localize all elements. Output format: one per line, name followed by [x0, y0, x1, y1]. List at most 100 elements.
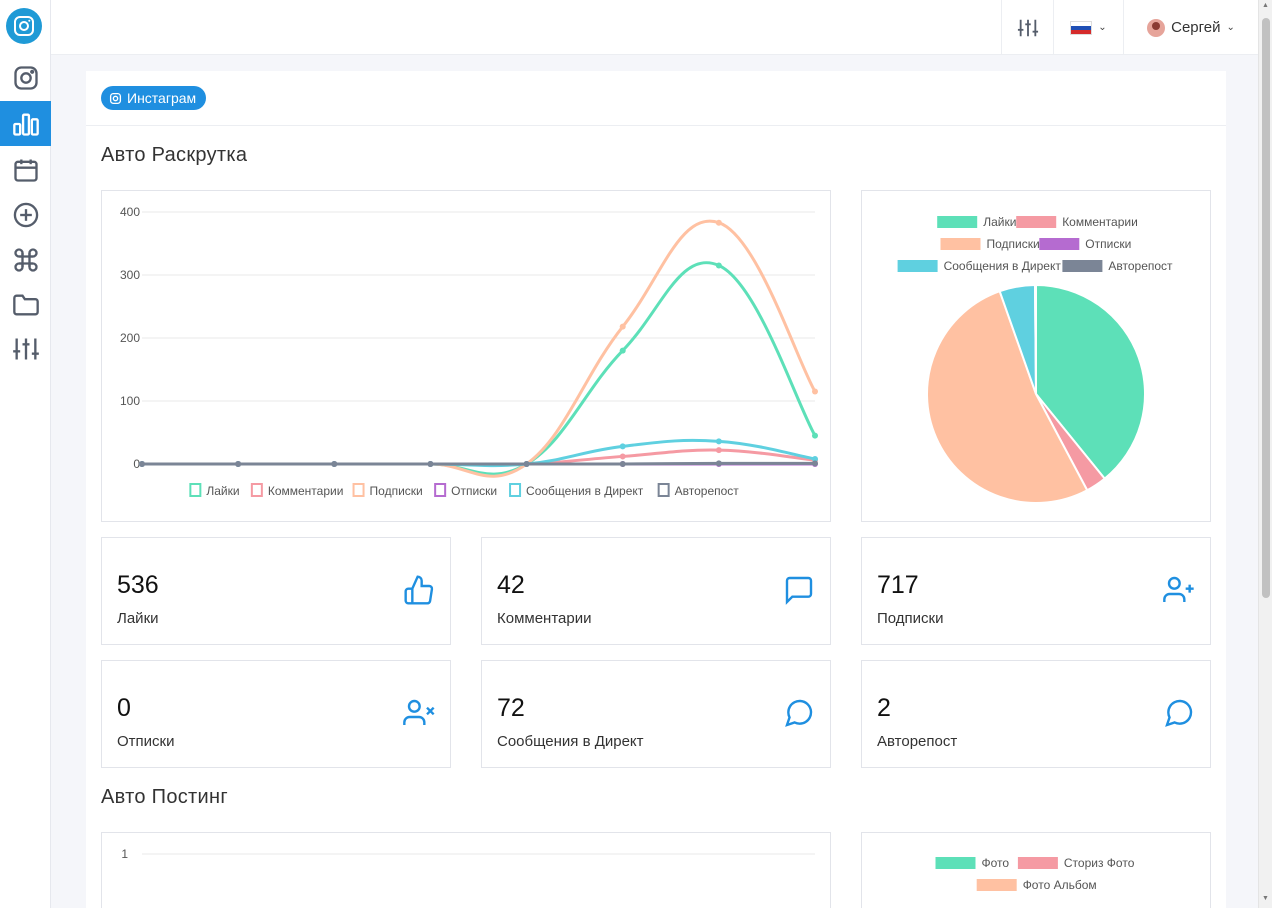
language-selector[interactable]: ⌄ [1054, 0, 1124, 55]
stat-value: 72 [497, 694, 525, 722]
stat-value: 536 [117, 571, 159, 599]
y-tick-label: 300 [120, 268, 140, 282]
stat-value: 42 [497, 571, 525, 599]
stat-card-direct-messages: 72 Сообщения в Директ [481, 660, 831, 768]
data-point [619, 461, 626, 467]
data-point [619, 347, 626, 354]
legend-label: Комментарии [1062, 215, 1138, 229]
line-chart: 0 100 200 300 400 Лайки Комментарии Подписки Отп… [120, 205, 818, 498]
legend-item: Авторепост [1062, 259, 1173, 273]
bar-chart-icon [12, 113, 39, 136]
avatar [1147, 18, 1166, 37]
sliders-icon [1017, 19, 1038, 36]
chevron-down-icon: ⌄ [1098, 22, 1107, 33]
plus-circle-icon [13, 202, 38, 227]
legend-label: Авторепост [675, 484, 740, 498]
legend-swatch [434, 483, 447, 497]
line-chart-card: 0 100 200 300 400 Лайки Комментарии Подписки Отп… [101, 190, 831, 522]
sidebar-item-files[interactable] [0, 282, 51, 327]
sidebar-item-calendar[interactable] [0, 147, 51, 192]
user-x-icon [403, 699, 435, 725]
stat-label: Подписки [877, 610, 944, 627]
legend-item: Фото Альбом [976, 878, 1097, 892]
sidebar-item-statistics[interactable] [0, 101, 51, 146]
y-tick-label: 0 [133, 457, 140, 471]
scrollbar-thumb[interactable] [1262, 18, 1270, 598]
legend-label: Отписки [1085, 237, 1131, 251]
legend-item: Сториз Фото [1017, 856, 1135, 870]
legend-item: Отписки [434, 483, 497, 498]
data-point [619, 443, 626, 450]
y-tick-label: 1 [121, 847, 128, 861]
stat-label: Комментарии [497, 610, 592, 627]
data-point [715, 262, 722, 269]
legend-swatch [250, 483, 263, 497]
legend-swatch [976, 879, 1017, 891]
stat-card-subscriptions: 717 Подписки [861, 537, 1211, 645]
legend-swatch [935, 857, 976, 869]
posting-line-chart: 1 [121, 847, 815, 861]
legend-label: Авторепост [1108, 259, 1173, 273]
data-point [427, 461, 434, 467]
stat-card-autorepost: 2 Авторепост [861, 660, 1211, 768]
command-icon [13, 247, 38, 272]
legend-swatch [1017, 857, 1058, 869]
scrollbar[interactable]: ▲ ▼ [1258, 0, 1272, 908]
legend-item: Лайки [189, 483, 240, 498]
legend-label: Фото Альбом [1023, 878, 1097, 892]
posting-pie-chart: Фото Сториз Фото Фото Альбом [935, 856, 1135, 892]
y-tick-label: 200 [120, 331, 140, 345]
data-point [331, 461, 338, 467]
chevron-down-icon: ⌄ [1226, 22, 1235, 33]
legend-label: Фото [982, 856, 1010, 870]
legend-swatch [937, 216, 978, 228]
data-point [715, 447, 722, 454]
folder-icon [12, 294, 39, 315]
legend-item: Комментарии [250, 483, 344, 498]
y-tick-label: 400 [120, 205, 140, 219]
pie-chart-card: Лайки Комментарии Подписки Отписки Сообщения… [861, 190, 1211, 522]
sliders-icon [12, 338, 39, 359]
posting-pie-chart-card: Фото Сториз Фото Фото Альбом [861, 832, 1211, 908]
y-tick-label: 100 [120, 394, 140, 408]
stat-card-unsubscriptions: 0 Отписки [101, 660, 451, 768]
legend-label: Комментарии [268, 484, 344, 498]
sidebar-item-instagram[interactable] [0, 55, 51, 100]
data-point [715, 460, 722, 467]
pie-slice-0 [1035, 283, 1146, 481]
scroll-down-arrow-icon[interactable]: ▼ [1262, 895, 1269, 902]
legend-label: Сообщения в Директ [944, 259, 1062, 273]
legend-swatch [657, 483, 670, 497]
legend-item: Комментарии [1016, 215, 1138, 229]
data-point [812, 388, 818, 395]
legend-item: Сообщения в Директ [509, 483, 644, 498]
legend-swatch [189, 483, 202, 497]
posting-line-chart-card: 1 [101, 832, 831, 908]
legend-swatch [352, 483, 365, 497]
data-point [235, 461, 242, 467]
legend-swatch [897, 260, 938, 272]
sidebar-item-settings[interactable] [0, 326, 51, 371]
instagram-tag-label: Инстаграм [127, 90, 197, 106]
stat-card-likes: 536 Лайки [101, 537, 451, 645]
stat-label: Сообщения в Директ [497, 733, 644, 750]
legend-label: Лайки [206, 484, 239, 498]
legend-swatch [509, 483, 522, 497]
pie-chart: Лайки Комментарии Подписки Отписки Сообщения… [897, 215, 1173, 504]
legend-label: Подписки [370, 484, 423, 498]
sidebar-item-commands[interactable] [0, 237, 51, 282]
instagram-logo-icon[interactable] [6, 8, 42, 44]
legend-item: Отписки [1039, 237, 1131, 251]
sidebar-item-add[interactable] [0, 192, 51, 237]
sidebar [0, 0, 51, 908]
legend-swatch [1039, 238, 1080, 250]
instagram-tag[interactable]: Инстаграм [101, 86, 207, 110]
scroll-up-arrow-icon[interactable]: ▲ [1262, 2, 1269, 9]
pie-slice-5 [1033, 283, 1037, 395]
user-name: Сергей [1171, 19, 1221, 36]
filter-button[interactable] [1001, 0, 1054, 55]
legend-item: Подписки [352, 483, 423, 498]
message-circle-icon [1165, 699, 1193, 727]
user-menu[interactable]: Сергей ⌄ [1124, 0, 1258, 55]
legend-label: Отписки [451, 484, 497, 498]
